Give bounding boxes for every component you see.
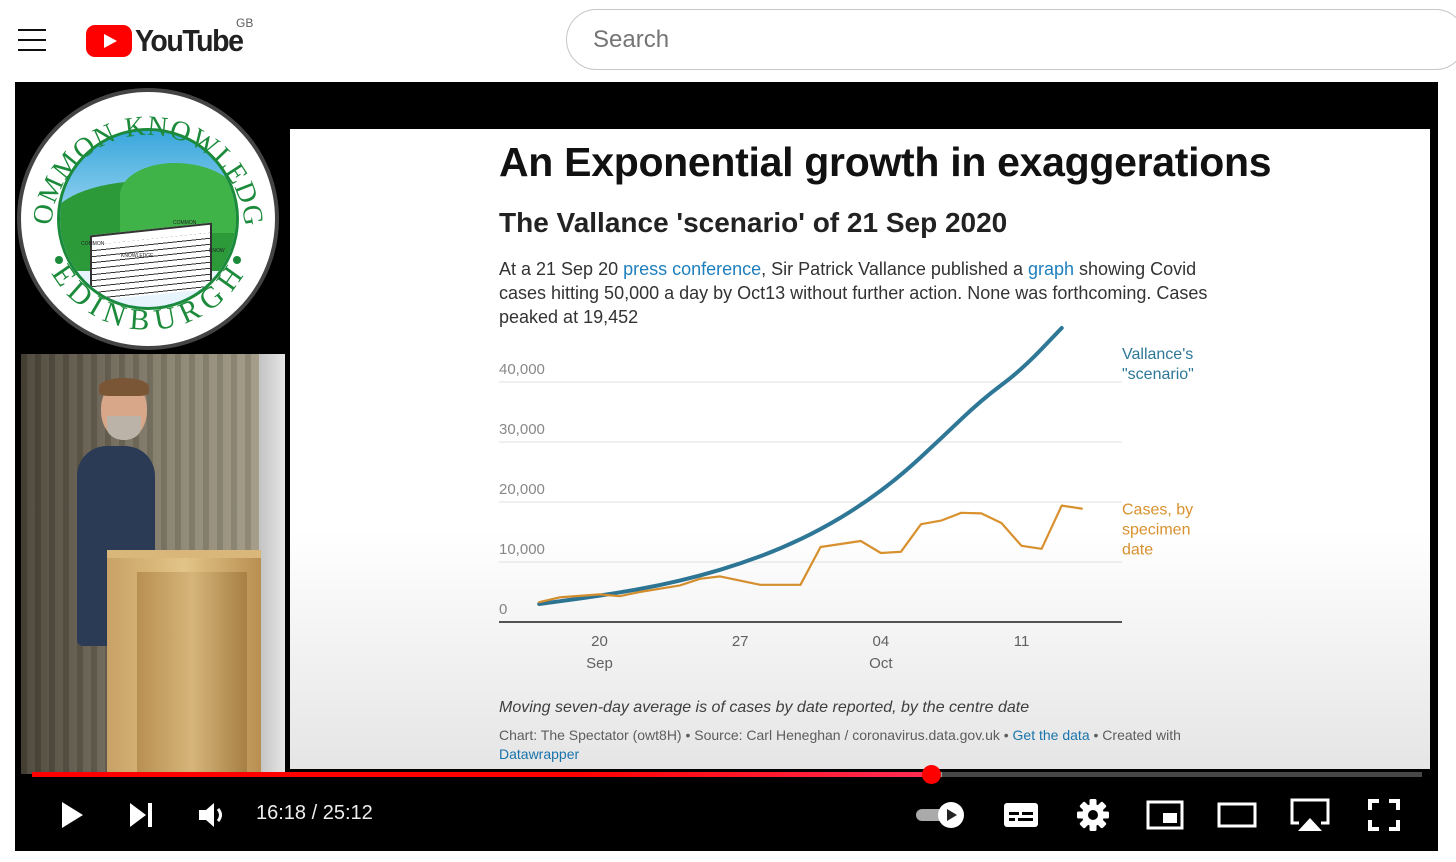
next-button[interactable] [119, 792, 163, 838]
badge-scene [57, 128, 239, 310]
fullscreen-icon [1368, 799, 1400, 831]
badge-bottom-text: EDINBURGH [45, 258, 249, 337]
x-tick-label: 27 [732, 633, 749, 650]
chart-credit: Chart: The Spectator (owt8H) • Source: C… [499, 727, 1181, 762]
logo-text: YouTube [135, 23, 244, 58]
volume-icon [199, 803, 222, 827]
mute-button[interactable] [191, 792, 235, 838]
svg-text:COMMON KNOWLEDGE: COMMON KNOWLEDGE [21, 92, 269, 228]
series-label: Vallance's [1122, 346, 1193, 363]
graph-link: graph [1027, 259, 1075, 279]
book-word-2: KNOWLEDGE [121, 253, 154, 259]
badge-lettering: COMMON KNOWLEDGE EDINBURGH COMMON KNOWLE… [21, 92, 269, 337]
theater-mode-icon [1217, 802, 1257, 828]
autoplay-toggle[interactable] [913, 792, 969, 838]
y-tick-label: 10,000 [499, 541, 545, 558]
gear-icon [1077, 799, 1109, 831]
menu-icon[interactable] [18, 29, 46, 51]
search-box[interactable] [566, 9, 1456, 70]
slide-description: At a 21 Sep 20 press conference, Sir Pat… [499, 259, 1208, 327]
fullscreen-button[interactable] [1361, 792, 1407, 838]
video-player[interactable]: COMMON KNOWLEDGE EDINBURGH COMMON KNOWLE… [15, 82, 1438, 851]
chart-footnote: Moving seven-day average is of cases by … [499, 699, 1030, 716]
x-tick-sublabel: Oct [869, 655, 893, 672]
current-time: 16:18 [256, 802, 307, 824]
y-tick-label: 30,000 [499, 421, 545, 438]
series-label: date [1122, 542, 1153, 559]
miniplayer-button[interactable] [1141, 792, 1189, 838]
press-conference-link: press conference [623, 259, 762, 279]
search-input[interactable] [593, 24, 1413, 56]
badge-top-text: COMMON KNOWLEDGE [21, 92, 268, 228]
slide-subtitle: The Vallance 'scenario' of 21 Sep 2020 [499, 207, 1008, 238]
settings-button[interactable] [1069, 792, 1117, 838]
series-label: specimen [1122, 522, 1190, 539]
x-tick-sublabel: Sep [586, 655, 613, 672]
duration: 25:12 [322, 802, 373, 824]
x-tick-label: 20 [591, 633, 608, 650]
presentation-slide: An Exponential growth in exaggerations T… [290, 129, 1430, 769]
airplay-button[interactable] [1285, 792, 1335, 838]
book-word-1: COMMON [81, 241, 105, 247]
x-tick-label: 11 [1014, 633, 1030, 650]
play-icon [62, 802, 83, 828]
x-tick-label: 04 [872, 633, 889, 650]
subtitles-icon [1004, 803, 1038, 827]
get-the-data-link: Get the data [1012, 727, 1090, 743]
series-label: "scenario" [1122, 366, 1194, 383]
progress-bar[interactable] [32, 765, 1422, 784]
slide-title: An Exponential growth in exaggerations [499, 139, 1272, 185]
play-button[interactable] [49, 792, 93, 838]
book-word-4: KNOW [209, 248, 225, 254]
series-label: Cases, by [1122, 502, 1193, 519]
played-bar [32, 772, 932, 777]
svg-text:EDINBURGH: EDINBURGH [45, 258, 251, 337]
time-display: 16:18 / 25:12 [256, 802, 373, 824]
theater-mode-button[interactable] [1213, 792, 1261, 838]
scrubber-handle[interactable] [922, 765, 942, 784]
country-code: GB [236, 16, 254, 30]
y-tick-label: 0 [499, 601, 507, 618]
subtitles-button[interactable] [997, 792, 1045, 838]
y-tick-label: 40,000 [499, 361, 545, 378]
next-icon [130, 803, 152, 827]
channel-badge-logo: COMMON KNOWLEDGE EDINBURGH COMMON KNOWLE… [17, 88, 279, 350]
datawrapper-link: Datawrapper [499, 746, 580, 762]
speaker-video-inset [21, 354, 285, 774]
airplay-icon [1290, 798, 1330, 831]
youtube-play-icon [86, 25, 132, 57]
autoplay-icon [916, 802, 964, 828]
miniplayer-icon [1146, 800, 1184, 830]
scenario-series-line [537, 326, 1064, 606]
player-controls: 16:18 / 25:12 [15, 782, 1438, 851]
book-word-3: COMMON [173, 220, 197, 226]
cases-series-line [538, 504, 1083, 604]
youtube-logo[interactable]: YouTube [86, 23, 252, 58]
masthead: YouTube GB [0, 0, 1456, 80]
y-tick-label: 20,000 [499, 481, 545, 498]
